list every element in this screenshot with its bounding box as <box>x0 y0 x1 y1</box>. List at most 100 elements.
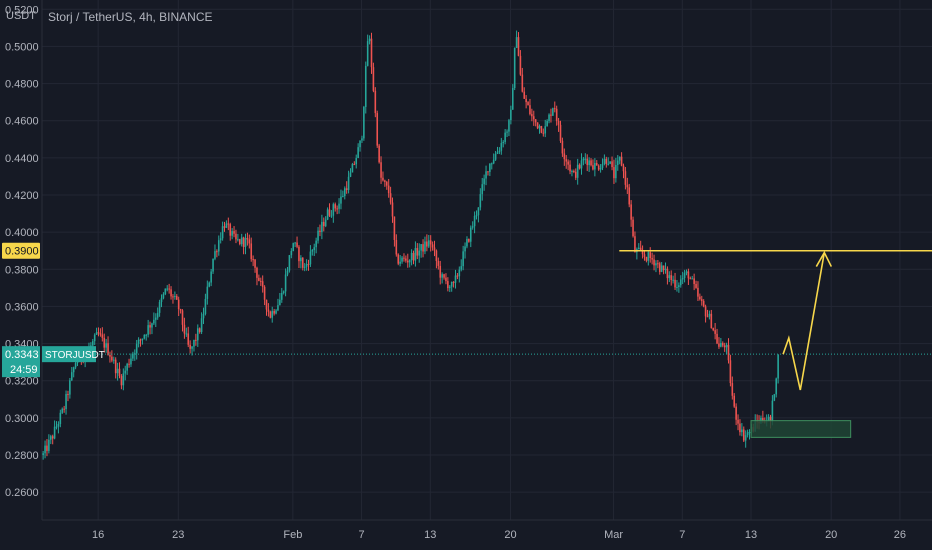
candle-body <box>511 87 514 110</box>
candle-body <box>130 358 132 365</box>
candle-body <box>202 313 205 319</box>
candle-body <box>630 204 632 220</box>
candle-body <box>95 332 98 335</box>
candle-body <box>128 363 130 365</box>
candle-body <box>693 278 695 284</box>
candle-body <box>450 281 453 287</box>
candle-body <box>553 108 556 110</box>
y-axis-unit: USDT <box>6 10 36 22</box>
candle-body <box>582 158 585 161</box>
candle-body <box>389 193 392 203</box>
candle-body <box>741 429 743 433</box>
y-tick-label: 0.4000 <box>5 227 39 239</box>
candle-body <box>208 282 211 287</box>
candle-body <box>63 408 65 410</box>
candle-body <box>143 334 146 339</box>
candle-body <box>523 91 526 99</box>
candle-body <box>452 281 455 283</box>
candle-body <box>259 280 262 282</box>
candle-body <box>147 325 149 335</box>
candle-body <box>550 114 552 116</box>
candle-body <box>527 102 529 106</box>
candle-body <box>290 250 293 256</box>
candle-body <box>97 332 100 334</box>
candle-body <box>687 271 690 279</box>
candle-body <box>53 426 56 439</box>
candle-body <box>456 275 459 277</box>
candle-body <box>156 312 159 318</box>
candle-body <box>649 252 652 259</box>
candle-body <box>206 286 209 299</box>
current-price-value: 0.3343 <box>5 349 39 361</box>
candle-body <box>735 406 737 420</box>
candle-body <box>435 250 438 262</box>
candle-body <box>613 167 615 179</box>
candle-body <box>466 239 468 247</box>
candle-body <box>773 394 776 401</box>
candle-body <box>319 230 321 232</box>
candle-body <box>191 346 193 349</box>
candle-body <box>563 153 566 160</box>
candle-body <box>510 109 512 121</box>
candle-body <box>237 239 239 241</box>
candle-body <box>657 263 659 265</box>
candle-body <box>424 241 426 252</box>
candle-body <box>414 248 417 261</box>
candle-body <box>313 247 316 251</box>
candle-body <box>229 224 232 236</box>
candle-body <box>67 394 69 396</box>
candle-body <box>91 341 94 346</box>
candle-body <box>406 260 409 263</box>
candle-body <box>601 163 604 169</box>
candle-body <box>584 158 587 160</box>
candle-body <box>651 258 653 260</box>
candle-body <box>57 424 60 427</box>
candle-body <box>261 281 264 287</box>
candle-body <box>364 65 367 107</box>
candle-body <box>405 258 407 261</box>
candle-body <box>513 47 516 88</box>
candle-body <box>69 380 71 395</box>
candle-body <box>116 368 119 374</box>
candle-body <box>216 251 218 253</box>
candle-body <box>685 271 688 274</box>
candle-body <box>468 239 470 242</box>
candle-body <box>683 273 686 278</box>
candle-body <box>529 105 531 115</box>
candle-body <box>670 275 673 281</box>
candle-body <box>198 328 201 333</box>
candle-body <box>149 325 151 328</box>
candle-body <box>135 343 138 354</box>
candle-body <box>525 98 527 103</box>
candle-body <box>496 152 499 154</box>
candle-body <box>189 344 191 349</box>
candle-body <box>737 419 739 424</box>
candle-body <box>590 160 592 166</box>
candle-body <box>162 294 165 299</box>
candle-body <box>498 150 501 153</box>
candle-body <box>437 261 440 266</box>
candle-body <box>172 296 174 298</box>
candle-body <box>485 171 487 179</box>
candle-body <box>351 164 354 173</box>
candle-body <box>401 257 403 262</box>
candle-body <box>137 339 140 344</box>
candle-body <box>72 367 75 373</box>
candle-body <box>576 164 579 178</box>
candle-body <box>271 310 274 318</box>
candle-body <box>315 240 317 248</box>
candle-body <box>515 37 518 48</box>
candle-body <box>531 114 533 117</box>
candle-body <box>706 316 709 318</box>
candle-body <box>490 163 493 165</box>
y-tick-label: 0.3800 <box>5 264 39 276</box>
candle-body <box>609 161 611 164</box>
support-zone <box>750 420 852 438</box>
candle-body <box>574 171 577 178</box>
projection-path <box>782 252 826 391</box>
candle-body <box>494 153 497 160</box>
candle-body <box>395 239 398 255</box>
candle-body <box>44 445 46 454</box>
